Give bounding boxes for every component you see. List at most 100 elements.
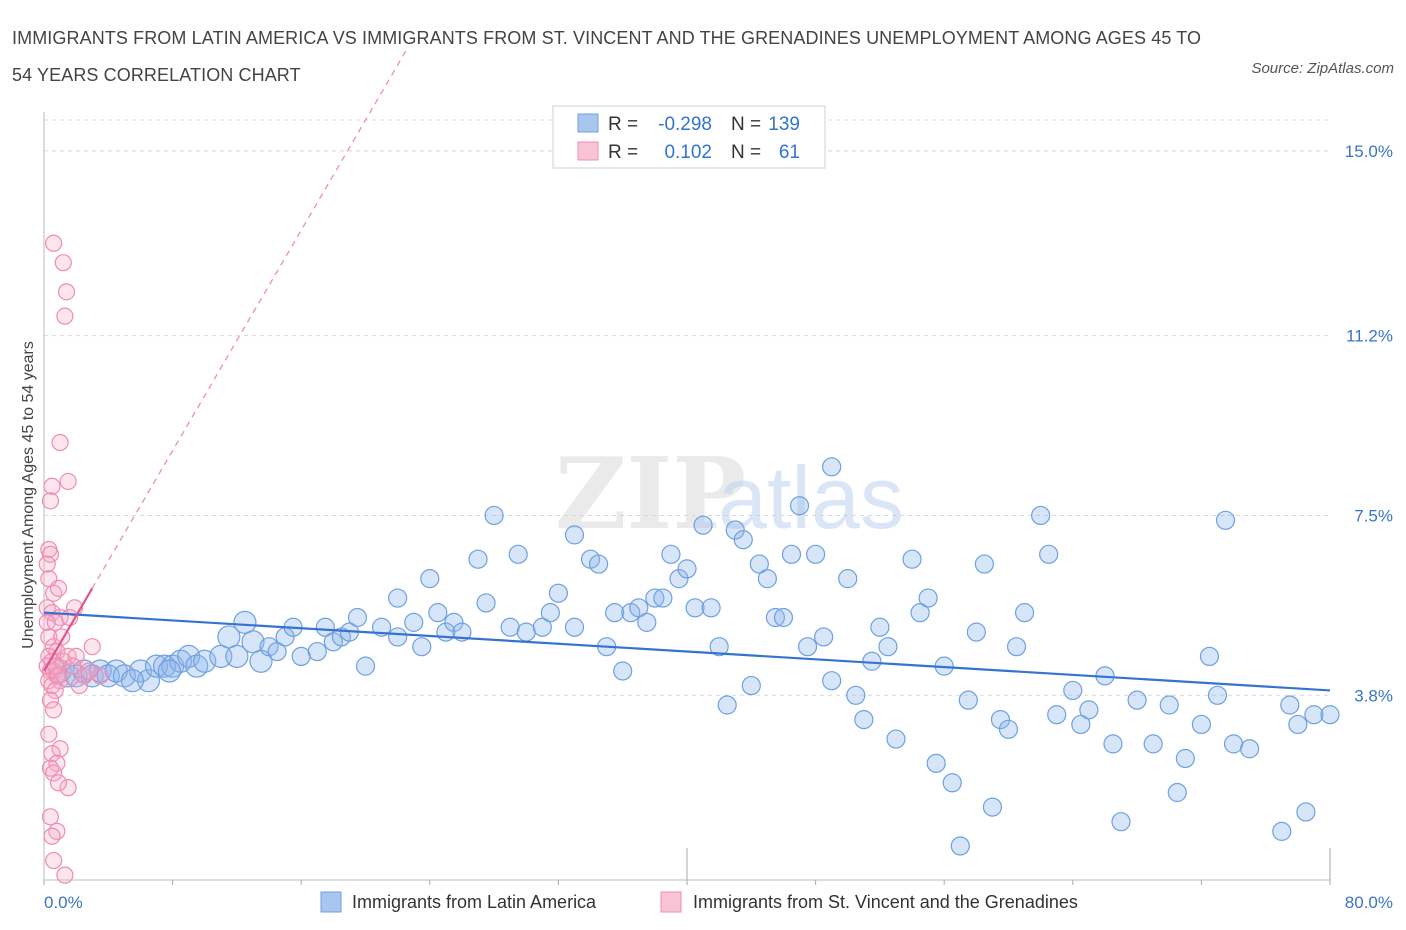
data-point-st-vincent	[59, 779, 77, 797]
data-point-latin-america	[508, 544, 528, 564]
trend-lines	[43, 50, 1331, 692]
data-point-latin-america	[1191, 714, 1212, 735]
data-point-latin-america	[500, 617, 520, 637]
data-point-latin-america	[781, 544, 802, 564]
data-point-latin-america	[1175, 748, 1195, 769]
data-point-latin-america	[966, 622, 986, 642]
data-point-latin-america	[1223, 734, 1244, 754]
data-point-latin-america	[733, 530, 753, 550]
data-point-latin-america	[1240, 739, 1260, 759]
data-point-st-vincent	[41, 691, 60, 709]
trend-line-st-vincent	[43, 587, 94, 672]
data-point-latin-america	[653, 588, 673, 608]
data-point-st-vincent	[48, 822, 66, 840]
data-point-st-vincent	[41, 808, 60, 826]
data-point-latin-america	[757, 569, 777, 589]
data-point-st-vincent	[67, 647, 85, 666]
y-tick-label: 7.5%	[1354, 506, 1393, 525]
stat-n-value-2: 61	[779, 142, 800, 163]
data-point-st-vincent	[49, 579, 68, 597]
data-point-latin-america	[693, 515, 713, 535]
stat-n-label-1: N =	[731, 114, 761, 135]
data-point-st-vincent	[70, 676, 88, 695]
data-point-st-vincent	[57, 283, 76, 301]
data-point-latin-america	[661, 544, 681, 564]
data-point-latin-america	[950, 836, 970, 856]
data-point-latin-america	[564, 525, 585, 545]
data-point-latin-america	[1167, 782, 1187, 803]
data-point-st-vincent	[41, 492, 60, 510]
stats-box: R = -0.298 N = 139 R = 0.102 N = 61	[552, 105, 826, 169]
data-point-st-vincent	[59, 472, 77, 491]
data-point-st-vincent	[41, 545, 60, 563]
data-point-st-vincent	[51, 740, 69, 758]
data-point-latin-america	[1288, 714, 1308, 735]
legend-label-pink: Immigrants from St. Vincent and the Gren…	[693, 892, 1078, 912]
data-point-st-vincent	[40, 725, 58, 743]
data-point-latin-america	[307, 641, 327, 662]
data-point-latin-america	[157, 659, 181, 683]
data-point-latin-america	[637, 612, 657, 632]
data-point-st-vincent	[45, 851, 63, 870]
data-point-st-vincent	[43, 676, 61, 695]
legend-swatch-blue	[320, 891, 342, 913]
data-point-latin-america	[267, 641, 287, 662]
data-point-latin-america	[822, 671, 842, 691]
data-point-st-vincent	[56, 866, 74, 884]
trend-extension-st-vincent	[91, 50, 407, 589]
data-point-latin-america	[1280, 695, 1300, 715]
data-point-latin-america	[233, 610, 257, 634]
stat-r-label-2: R =	[608, 142, 638, 163]
stat-r-value-2: 0.102	[664, 142, 712, 163]
data-point-latin-america	[709, 637, 729, 657]
data-point-st-vincent	[40, 628, 58, 646]
data-point-latin-america	[902, 549, 922, 569]
chart-title: IMMIGRANTS FROM LATIN AMERICA VS IMMIGRA…	[12, 28, 1202, 85]
data-point-latin-america	[315, 617, 335, 637]
data-point-latin-america	[209, 644, 233, 669]
data-point-st-vincent	[91, 667, 109, 685]
x-tick-label: 80.0%	[1345, 893, 1393, 912]
data-point-st-vincent	[80, 662, 98, 680]
data-point-st-vincent	[45, 764, 63, 782]
data-point-latin-america	[838, 569, 858, 589]
data-point-latin-america	[998, 719, 1019, 739]
data-point-latin-america	[144, 654, 169, 678]
data-point-latin-america	[926, 753, 946, 773]
data-point-latin-america	[1207, 685, 1228, 705]
data-point-latin-america	[878, 637, 898, 657]
data-point-latin-america	[822, 457, 842, 477]
y-tick-label: 11.2%	[1346, 327, 1393, 346]
data-point-latin-america	[588, 554, 609, 574]
data-point-latin-america	[388, 627, 408, 647]
data-point-latin-america	[886, 729, 906, 749]
data-point-latin-america	[797, 637, 818, 657]
data-point-latin-america	[1320, 705, 1340, 725]
data-point-latin-america	[428, 603, 448, 623]
data-point-latin-america	[805, 544, 826, 564]
data-point-st-vincent	[38, 599, 56, 617]
data-point-st-vincent	[43, 827, 61, 845]
stat-n-label-2: N =	[731, 142, 761, 163]
data-point-st-vincent	[45, 584, 63, 602]
series-latin-america	[48, 457, 1340, 856]
data-point-st-vincent	[40, 672, 58, 690]
data-point-latin-america	[548, 583, 569, 603]
data-point-latin-america	[412, 637, 432, 657]
data-point-latin-america	[749, 554, 769, 574]
data-point-latin-america	[564, 617, 585, 637]
data-point-latin-america	[1063, 680, 1083, 701]
data-point-latin-america	[136, 669, 161, 693]
data-point-latin-america	[725, 520, 745, 540]
watermark-zip: ZIP	[555, 437, 746, 552]
data-point-st-vincent	[46, 613, 64, 631]
legend-swatch-pink	[660, 891, 682, 913]
data-point-latin-america	[918, 588, 938, 608]
data-point-latin-america	[854, 709, 874, 730]
data-point-latin-america	[347, 607, 368, 628]
data-point-latin-america	[910, 603, 930, 623]
legend-label-blue: Immigrants from Latin America	[352, 892, 597, 912]
data-point-latin-america	[685, 598, 705, 618]
data-point-latin-america	[484, 505, 504, 526]
